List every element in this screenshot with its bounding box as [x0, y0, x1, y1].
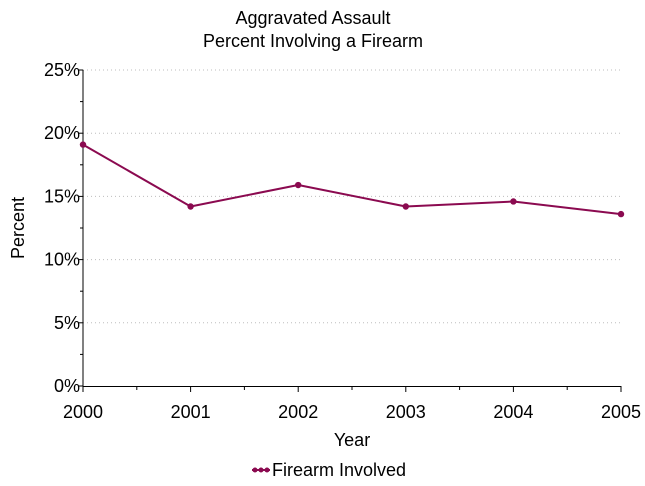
chart-subtitle: Percent Involving a Firearm	[203, 31, 423, 51]
data-point	[295, 181, 302, 189]
x-axis-label: Year	[334, 430, 370, 450]
series-layer	[79, 141, 625, 218]
x-tick-label: 2004	[493, 402, 533, 422]
x-tick-label: 2001	[171, 402, 211, 422]
legend-swatch-marker	[258, 467, 264, 473]
y-tick-label: 25%	[44, 60, 80, 80]
x-tick-label: 2002	[278, 402, 318, 422]
legend: Firearm Involved	[252, 460, 406, 480]
y-tick-label: 20%	[44, 123, 80, 143]
axes: 0% 5% 10% 15% 20% 25% 2000 2001 2002 2003 2004 2005	[44, 60, 641, 422]
x-tick-label: 2005	[601, 402, 641, 422]
data-point	[187, 203, 194, 210]
legend-swatch-marker	[264, 467, 270, 473]
x-tick-label: 2003	[386, 402, 426, 422]
legend-label: Firearm Involved	[272, 460, 406, 480]
chart-title: Aggravated Assault	[235, 8, 390, 28]
data-point	[617, 210, 625, 218]
data-point	[510, 198, 517, 205]
y-tick-label: 10%	[44, 250, 80, 270]
y-tick-label: 15%	[44, 186, 80, 206]
y-axis-label: Percent	[8, 197, 28, 259]
data-point	[79, 141, 87, 148]
legend-swatch-marker	[252, 467, 258, 473]
x-tick-label: 2000	[63, 402, 103, 422]
data-point	[402, 203, 409, 210]
series-line	[82, 143, 622, 216]
y-tick-label: 0%	[54, 376, 80, 396]
y-tick-label: 5%	[54, 313, 80, 333]
